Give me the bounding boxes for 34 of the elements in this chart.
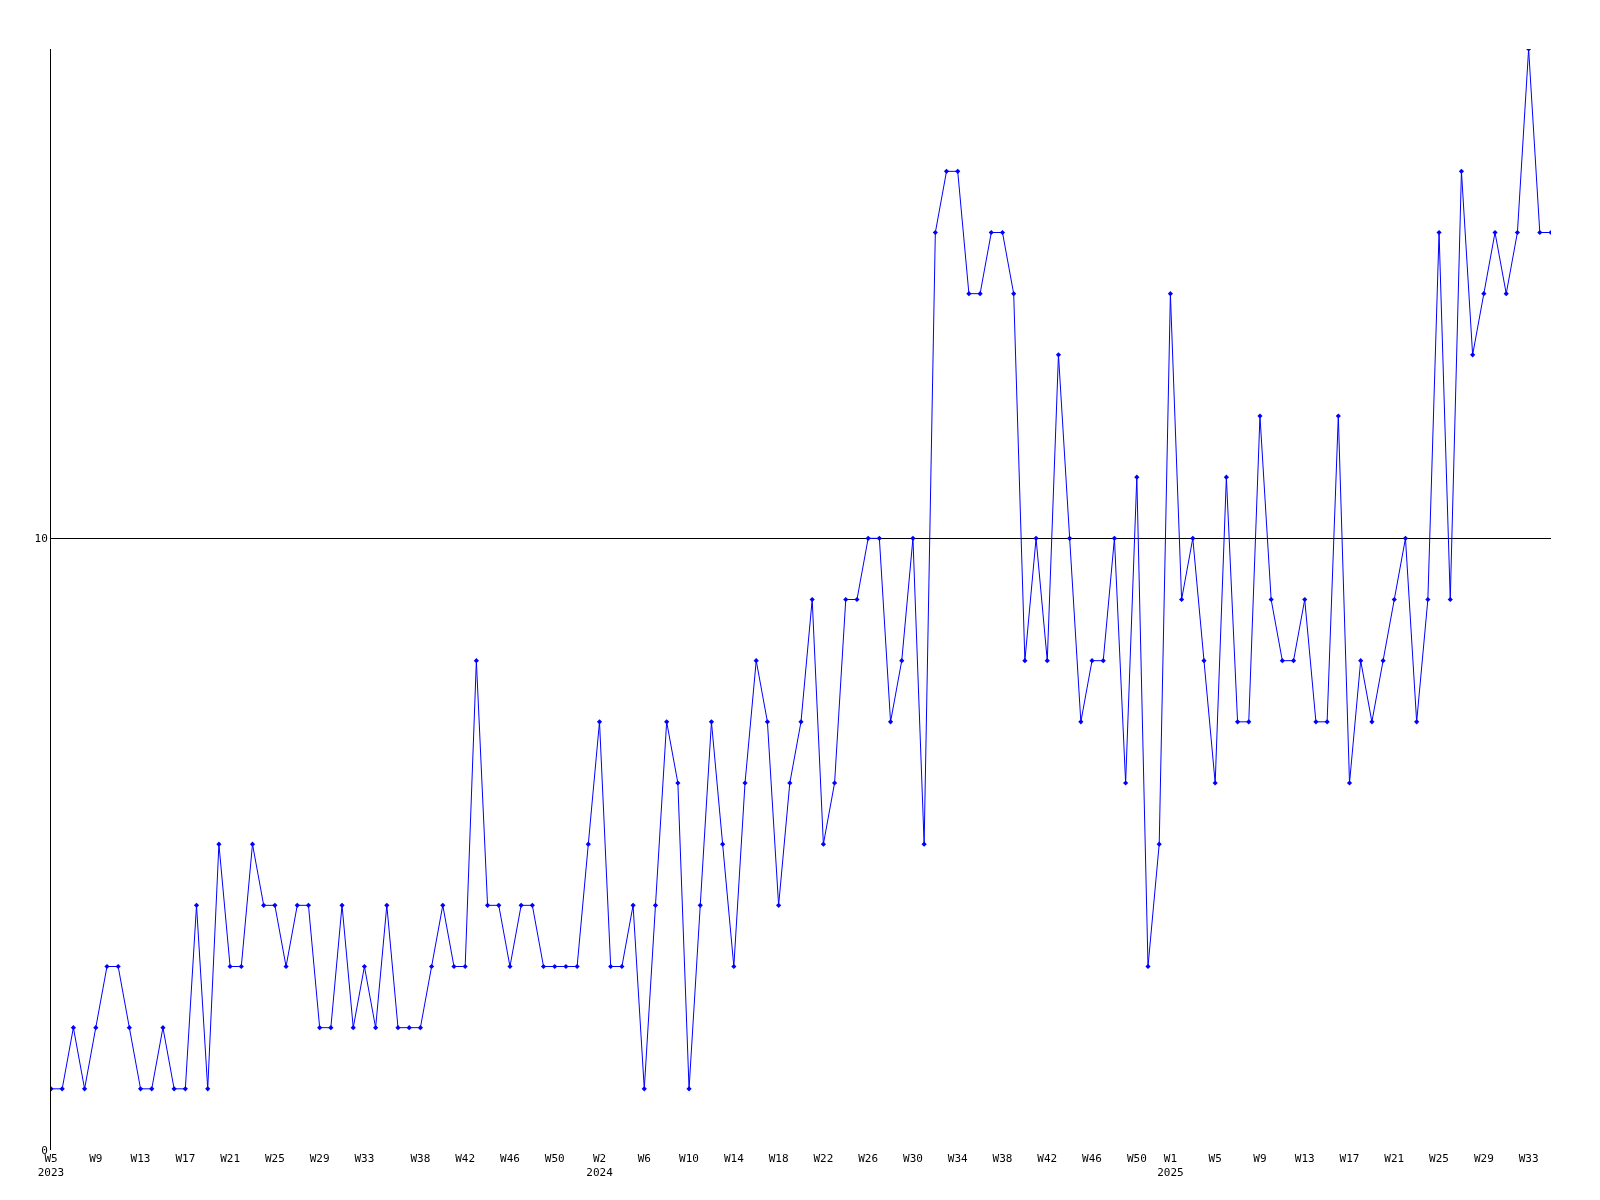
x-tick-label: W21 [1384,1152,1405,1165]
x-tick-label: W13 [130,1152,151,1165]
y-tick-label: 10 [34,532,48,546]
x-tick-label: W25 [264,1152,285,1165]
x-tick-label: W46 [1082,1152,1102,1165]
x-tick-label: W50 [544,1152,565,1165]
x-tick-label: W13 [1294,1152,1315,1165]
x-tick-label: W26 [858,1152,879,1165]
x-tick-label: W2 2024 [586,1152,614,1180]
x-tick-label: W29 [309,1152,330,1165]
x-tick-label: W25 [1429,1152,1449,1165]
x-tick-label: W17 [1339,1152,1360,1165]
x-tick-label: W33 [354,1152,375,1165]
x-tick-label: W34 [947,1152,969,1165]
x-tick-label: W38 [992,1152,1013,1165]
x-tick-label: W1 2025 [1157,1152,1184,1180]
x-tick-label: W6 [637,1152,651,1165]
x-tick-label: W10 [679,1152,699,1165]
x-tick-label: W30 [903,1152,923,1165]
x-tick-label: W50 [1126,1152,1147,1165]
x-tick-label: W21 [220,1152,241,1165]
x-tick-label: W42 [455,1152,476,1165]
x-tick-label: W5 [1208,1152,1222,1165]
x-tick-label: W14 [723,1152,745,1165]
x-tick-label: W9 [1253,1152,1267,1165]
x-tick-label: W38 [410,1152,431,1165]
x-tick-label: W29 [1473,1152,1494,1165]
x-tick-label: W22 [813,1152,834,1165]
x-tick-label: W18 [768,1152,789,1165]
x-tick-label: W9 [89,1152,103,1165]
x-tick-label: W42 [1037,1152,1058,1165]
x-tick-label: W33 [1518,1152,1539,1165]
x-tick-label: W46 [500,1152,520,1165]
x-tick-label: W17 [175,1152,196,1165]
